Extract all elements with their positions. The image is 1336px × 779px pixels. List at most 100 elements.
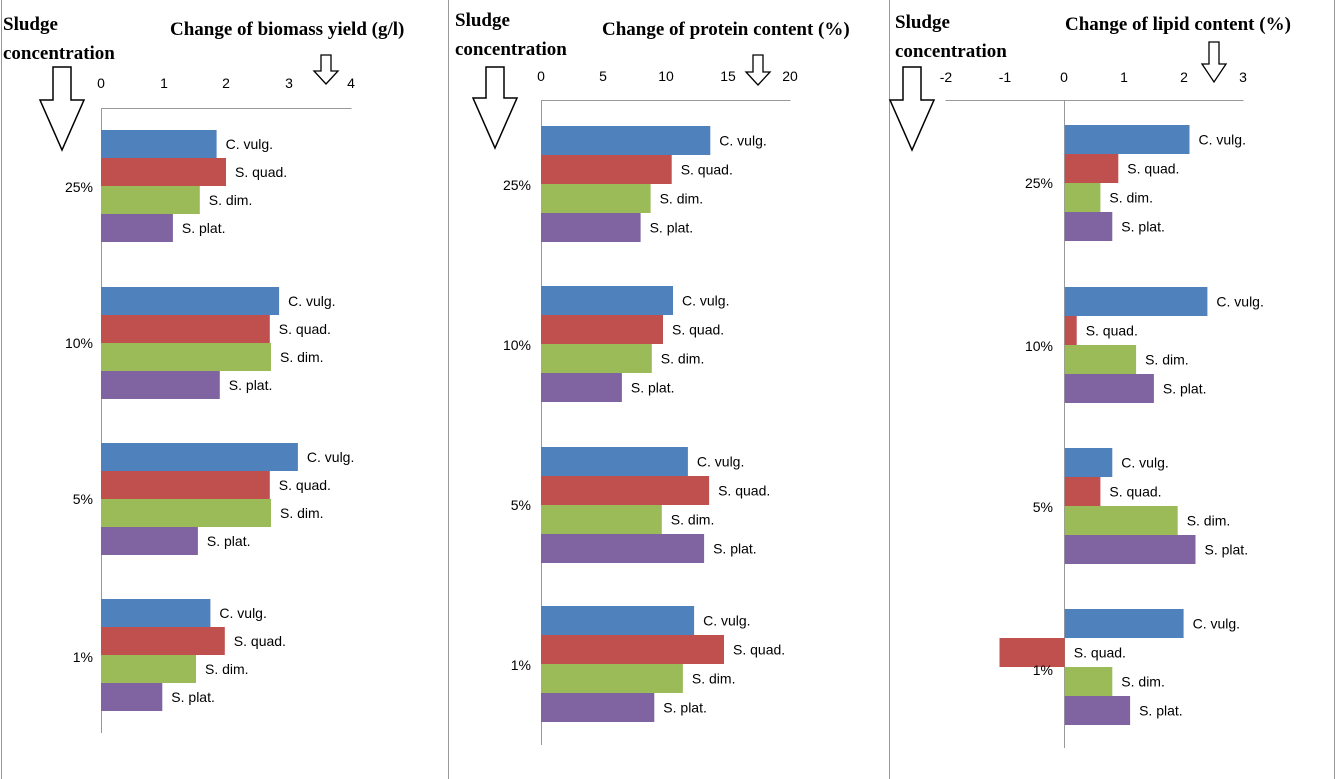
chart-title: Change of lipid content (%): [1065, 14, 1291, 35]
bar: [541, 286, 673, 315]
bar: [1064, 374, 1154, 403]
bar: [101, 683, 163, 711]
bar: [101, 499, 271, 527]
bar-label: S. plat.: [713, 541, 757, 557]
panel-heading-line2: concentration: [895, 41, 1007, 62]
bar-label: C. vulg.: [703, 613, 750, 629]
bar-label: S. plat.: [1139, 703, 1183, 719]
bar: [541, 447, 688, 476]
bar: [1064, 448, 1113, 477]
bar: [541, 126, 711, 155]
bar-label: S. quad.: [681, 162, 733, 178]
bar: [1064, 667, 1113, 696]
bar-label: S. dim.: [1187, 513, 1231, 529]
bar: [541, 184, 651, 213]
down-arrow-icon: [888, 66, 936, 152]
bar-label: S. dim.: [671, 512, 715, 528]
bar-label: C. vulg.: [682, 293, 729, 309]
panel-heading-line1: Sludge: [895, 12, 950, 33]
bar-label: C. vulg.: [288, 293, 335, 309]
bar: [101, 599, 211, 627]
category-label: 5%: [73, 491, 93, 507]
bar-label: S. plat.: [171, 689, 215, 705]
bar: [101, 287, 280, 315]
chart-title: Change of biomass yield (g/l): [170, 19, 404, 40]
bar-label: S. dim.: [280, 505, 324, 521]
bar: [101, 527, 198, 555]
category-label: 5%: [1033, 499, 1053, 515]
category-label: 10%: [503, 337, 531, 353]
bar-label: S. plat.: [207, 533, 251, 549]
bar: [541, 373, 622, 402]
bar-label: S. plat.: [182, 220, 226, 236]
bar-label: C. vulg.: [1199, 132, 1246, 148]
category-label: 10%: [1025, 338, 1053, 354]
bar-group: C. vulg. S. quad. S. dim. S. plat. C. vulg. S…: [541, 126, 785, 722]
bar-label: S. dim.: [661, 351, 705, 367]
bar-label: S. plat.: [663, 700, 707, 716]
panel-protein: Sludge concentration Change of protein c…: [455, 10, 850, 745]
bar: [541, 505, 662, 534]
bar: [541, 344, 652, 373]
bar-group: C. vulg. S. quad. S. dim. S. plat. C. vulg. S…: [101, 130, 354, 711]
bar-label: S. dim.: [280, 349, 324, 365]
bar: [1064, 212, 1113, 241]
bar: [541, 606, 695, 635]
bar-label: S. quad.: [279, 321, 331, 337]
bar-label: S. plat.: [229, 377, 273, 393]
bar: [101, 315, 270, 343]
bar-label: S. plat.: [650, 220, 694, 236]
tick-label: 3: [1239, 69, 1247, 85]
bar: [101, 158, 226, 186]
bar: [101, 443, 298, 471]
bar-label: S. plat.: [1205, 542, 1249, 558]
category-label: 25%: [65, 179, 93, 195]
bar-label: C. vulg.: [1193, 616, 1240, 632]
bar: [1064, 183, 1101, 212]
bar: [541, 664, 683, 693]
bar-label: S. quad.: [1086, 323, 1138, 339]
bar: [541, 315, 663, 344]
bar-label: C. vulg.: [226, 136, 273, 152]
category-label: 1%: [1033, 662, 1053, 678]
bar-label: S. quad.: [235, 164, 287, 180]
category-label: 25%: [503, 177, 531, 193]
bar: [1064, 345, 1137, 374]
bar: [101, 343, 271, 371]
bar: [101, 471, 270, 499]
bar: [101, 371, 220, 399]
panel-heading-line2: concentration: [3, 43, 115, 64]
category-label: 1%: [73, 649, 93, 665]
bar: [541, 693, 655, 722]
bar: [101, 655, 196, 683]
bar-label: C. vulg.: [1216, 294, 1263, 310]
bar-label: S. quad.: [1109, 484, 1161, 500]
down-arrow-icon: [744, 54, 772, 86]
bar-label: C. vulg.: [719, 133, 766, 149]
category-label: 10%: [65, 335, 93, 351]
tick-label: 15: [720, 68, 736, 84]
tick-label: 1: [160, 75, 168, 91]
down-arrow-icon: [312, 54, 340, 85]
tick-label: 2: [1180, 69, 1188, 85]
bar-label: S. dim.: [660, 191, 704, 207]
bar-label: S. dim.: [1121, 674, 1165, 690]
bar: [101, 214, 173, 242]
bar: [101, 627, 225, 655]
bar-label: S. quad.: [234, 633, 286, 649]
category-label: 1%: [511, 657, 531, 673]
chart-title: Change of protein content (%): [602, 19, 850, 40]
down-arrow-icon: [1200, 41, 1228, 84]
bar-label: C. vulg.: [307, 449, 354, 465]
category-label: 25%: [1025, 175, 1053, 191]
bar-label: C. vulg.: [219, 605, 266, 621]
tick-label: 20: [782, 68, 798, 84]
bar: [1064, 696, 1131, 725]
bar-label: S. dim.: [205, 661, 249, 677]
bar: [541, 213, 641, 242]
tick-label: 5: [599, 68, 607, 84]
bar: [541, 635, 724, 664]
panel-heading-line2: concentration: [455, 39, 567, 60]
bar: [1064, 316, 1077, 345]
panel-lipid: Sludge concentration Change of lipid con…: [888, 12, 1291, 748]
